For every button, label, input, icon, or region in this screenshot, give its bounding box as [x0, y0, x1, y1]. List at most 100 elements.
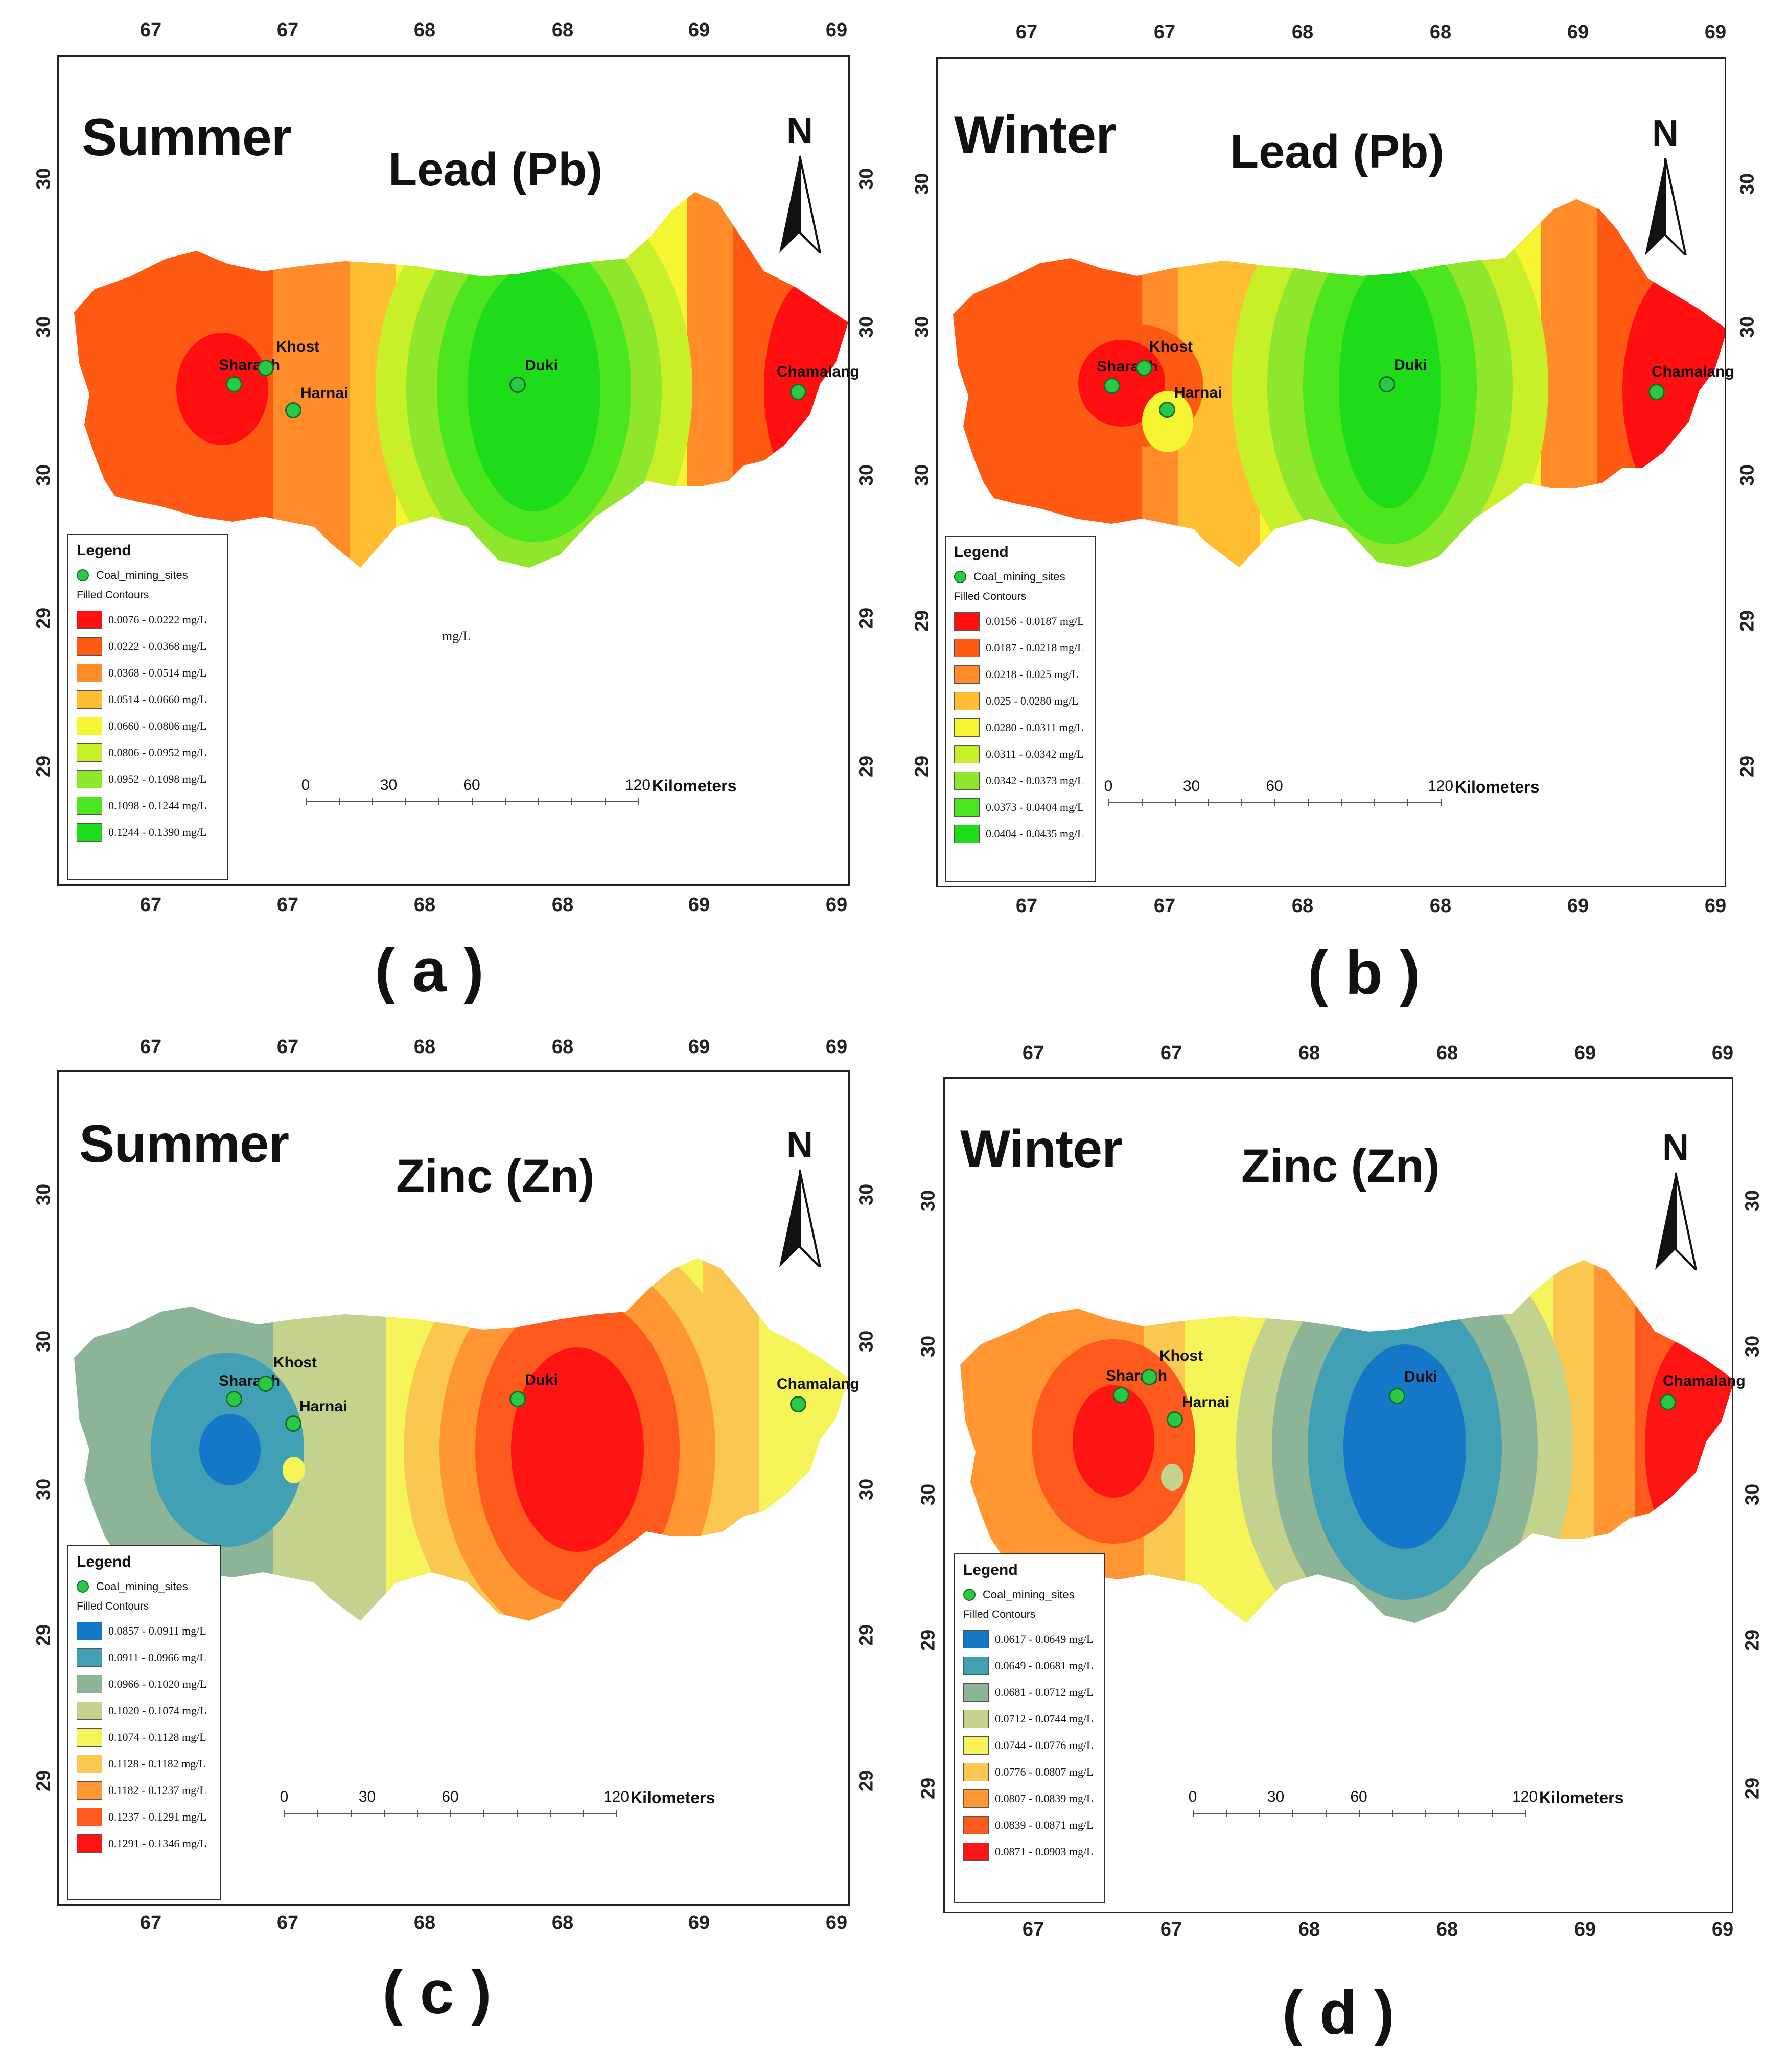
y-tick-left: 29: [33, 755, 55, 778]
y-tick-right: 30: [1736, 464, 1758, 486]
legend-class-label: 0.0952 - 0.1098 mg/L: [108, 773, 207, 785]
season-title: Winter: [954, 105, 1117, 165]
legend-site-label: Coal_mining_sites: [96, 569, 188, 581]
site-marker: [285, 1415, 301, 1432]
legend-class-label: 0.0681 - 0.0712 mg/L: [995, 1686, 1094, 1698]
site-marker: [258, 1376, 274, 1392]
x-tick-bottom: 69: [1567, 895, 1589, 917]
y-tick-right: 29: [855, 607, 877, 630]
legend-class-row: 0.1020 - 0.1074 mg/L: [77, 1697, 212, 1724]
contour-map: [953, 199, 1725, 567]
site-marker-icon: [954, 571, 966, 583]
scale-tick: [583, 1810, 584, 1817]
season-title: Winter: [960, 1120, 1123, 1179]
scale-tick: [616, 1810, 617, 1817]
x-tick-top: 67: [1153, 21, 1176, 43]
legend: Legend Coal_mining_sites Filled Contours…: [67, 1545, 221, 1900]
legend-class-row: 0.0342 - 0.0373 mg/L: [954, 767, 1087, 794]
y-tick-left: 30: [33, 1183, 55, 1206]
y-tick-left: 30: [917, 1483, 939, 1506]
legend-classes: 0.0857 - 0.0911 mg/L 0.0911 - 0.0966 mg/L…: [77, 1618, 212, 1857]
x-tick-top: 68: [551, 1036, 574, 1058]
x-tick-bottom: 69: [1711, 1919, 1734, 1940]
x-tick-bottom: 69: [688, 894, 710, 916]
site-label: Duki: [525, 357, 559, 374]
x-tick-bottom: 68: [551, 894, 574, 916]
scale-label: 60: [1350, 1788, 1367, 1805]
map-frame: [57, 55, 850, 886]
legend-swatch: [963, 1657, 989, 1675]
scale-label: 30: [358, 1788, 376, 1805]
legend-class-label: 0.1182 - 0.1237 mg/L: [108, 1784, 206, 1797]
x-tick-bottom: 68: [1429, 895, 1452, 917]
scale-tick: [1274, 799, 1275, 806]
north-label: N: [786, 110, 813, 151]
site-marker: [258, 360, 274, 376]
legend-class-row: 0.0368 - 0.0514 mg/L: [77, 660, 219, 686]
x-tick-top: 67: [276, 1036, 299, 1058]
legend-class-row: 0.0280 - 0.0311 mg/L: [954, 714, 1087, 741]
legend-class-label: 0.1020 - 0.1074 mg/L: [108, 1704, 207, 1717]
x-tick-bottom: 67: [276, 894, 299, 916]
y-tick-right: 30: [1736, 173, 1758, 195]
site-label: Harnai: [1182, 1394, 1230, 1411]
legend-site-label: Coal_mining_sites: [96, 1580, 188, 1593]
legend-class-row: 0.0857 - 0.0911 mg/L: [77, 1618, 212, 1644]
site-marker-icon: [963, 1589, 976, 1601]
y-tick-left: 30: [33, 316, 55, 338]
legend-class-label: 0.0311 - 0.0342 mg/L: [986, 748, 1084, 760]
site-marker: [1660, 1394, 1676, 1410]
scale-tick: [550, 1810, 551, 1817]
site-label: Chamalang: [1663, 1372, 1746, 1389]
legend-swatch: [77, 1781, 102, 1800]
site-marker: [1389, 1388, 1405, 1404]
legend-swatch: [77, 717, 102, 735]
site-marker: [1104, 378, 1120, 394]
legend: Legend Coal_mining_sites Filled Contours…: [67, 534, 228, 880]
season-title: Summer: [82, 108, 292, 167]
legend-class-label: 0.0966 - 0.1020 mg/L: [108, 1678, 207, 1690]
legend-swatch: [77, 1622, 102, 1640]
legend-class-row: 0.025 - 0.0280 mg/L: [954, 688, 1087, 714]
x-tick-top: 67: [1022, 1042, 1044, 1064]
legend-class-row: 0.0871 - 0.0903 mg/L: [963, 1838, 1096, 1865]
site-marker-icon: [77, 1580, 89, 1593]
legend-swatch: [954, 639, 980, 657]
legend-class-row: 0.0222 - 0.0368 mg/L: [77, 633, 219, 660]
legend-site-row: Coal_mining_sites: [77, 569, 219, 582]
north-label: N: [1662, 1127, 1689, 1168]
legend-contours-label: Filled Contours: [77, 589, 149, 601]
x-tick-top: 68: [551, 19, 574, 41]
site-marker: [509, 1391, 526, 1407]
scale-tick: [284, 1810, 285, 1817]
scale-tick: [472, 798, 473, 805]
x-tick-bottom: 69: [1574, 1919, 1596, 1940]
scale-tick: [1142, 799, 1143, 806]
site-marker: [1648, 384, 1665, 400]
legend-class-row: 0.1098 - 0.1244 mg/L: [77, 793, 219, 819]
north-arrow-icon: [1655, 1172, 1698, 1270]
scale-tick: [638, 798, 639, 805]
north-arrow: N: [769, 110, 830, 253]
metal-title: Zinc (Zn): [396, 1150, 595, 1202]
x-tick-top: 69: [825, 19, 848, 41]
site-marker: [790, 384, 806, 400]
legend-site-row: Coal_mining_sites: [954, 570, 1087, 584]
legend-swatch: [963, 1843, 989, 1861]
legend-class-label: 0.0280 - 0.0311 mg/L: [986, 721, 1084, 734]
x-tick-bottom: 68: [413, 894, 436, 916]
scale-tick: [505, 798, 506, 805]
panel-caption: ( a ): [375, 936, 484, 1005]
site-label: Khost: [1149, 338, 1193, 355]
legend-swatch: [963, 1683, 989, 1702]
scale-tick: [1492, 1810, 1493, 1817]
legend-class-row: 0.0617 - 0.0649 mg/L: [963, 1626, 1096, 1652]
scale-label: 120: [624, 777, 651, 794]
scale-tick: [1326, 1810, 1327, 1817]
site-marker-icon: [77, 569, 89, 581]
x-tick-top: 68: [413, 19, 436, 41]
site-label: Khost: [1159, 1347, 1203, 1364]
scale-tick: [1308, 799, 1309, 806]
site-marker: [1141, 1369, 1157, 1385]
legend-swatch: [77, 1648, 102, 1667]
